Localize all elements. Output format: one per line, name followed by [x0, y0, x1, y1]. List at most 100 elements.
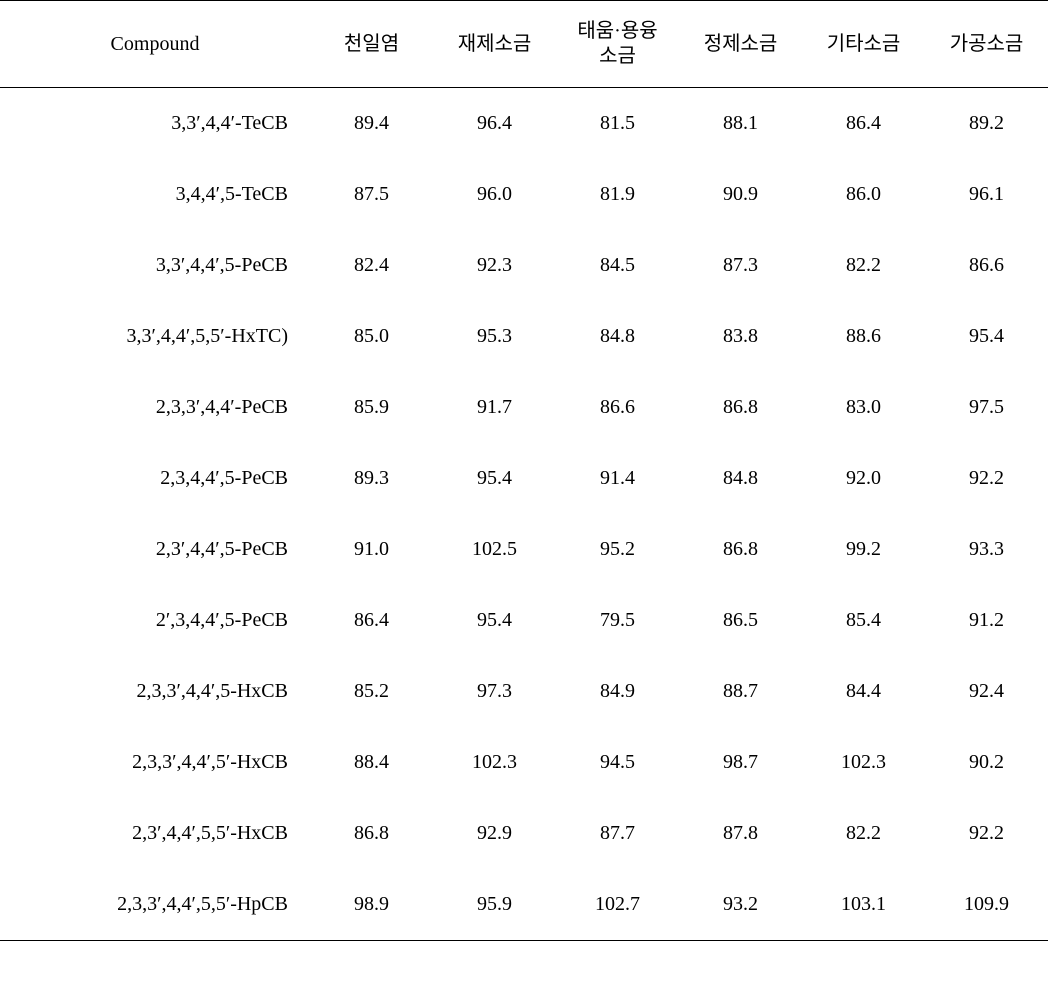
value-cell: 87.3 [679, 230, 802, 301]
value-cell: 86.4 [802, 88, 925, 160]
value-cell: 98.9 [310, 869, 433, 941]
value-cell: 95.2 [556, 514, 679, 585]
value-cell: 89.4 [310, 88, 433, 160]
value-cell: 88.7 [679, 656, 802, 727]
value-cell: 92.4 [925, 656, 1048, 727]
table-row: 2,3′,4,4′,5-PeCB91.0102.595.286.899.293.… [0, 514, 1048, 585]
value-cell: 109.9 [925, 869, 1048, 941]
value-cell: 87.8 [679, 798, 802, 869]
value-cell: 84.5 [556, 230, 679, 301]
compound-cell: 3,3′,4,4′,5,5′-HxTC) [0, 301, 310, 372]
value-cell: 90.9 [679, 159, 802, 230]
value-cell: 84.9 [556, 656, 679, 727]
value-cell: 97.3 [433, 656, 556, 727]
compound-cell: 2,3,3′,4,4′,5,5′-HpCB [0, 869, 310, 941]
compound-cell: 2,3,4,4′,5-PeCB [0, 443, 310, 514]
table-row: 2,3,4,4′,5-PeCB89.395.491.484.892.092.2 [0, 443, 1048, 514]
value-cell: 85.9 [310, 372, 433, 443]
col-header-2: 재제소금 [433, 1, 556, 88]
compound-cell: 2,3′,4,4′,5,5′-HxCB [0, 798, 310, 869]
value-cell: 84.8 [679, 443, 802, 514]
value-cell: 86.6 [556, 372, 679, 443]
value-cell: 95.9 [433, 869, 556, 941]
table-row: 3,3′,4,4′,5,5′-HxTC)85.095.384.883.888.6… [0, 301, 1048, 372]
value-cell: 83.0 [802, 372, 925, 443]
value-cell: 92.2 [925, 798, 1048, 869]
table-row: 3,4,4′,5-TeCB87.596.081.990.986.096.1 [0, 159, 1048, 230]
value-cell: 86.5 [679, 585, 802, 656]
table-row: 2,3,3′,4,4′,5-HxCB85.297.384.988.784.492… [0, 656, 1048, 727]
value-cell: 86.8 [679, 514, 802, 585]
value-cell: 103.1 [802, 869, 925, 941]
table-body: 3,3′,4,4′-TeCB89.496.481.588.186.489.23,… [0, 88, 1048, 941]
value-cell: 94.5 [556, 727, 679, 798]
value-cell: 85.4 [802, 585, 925, 656]
value-cell: 90.2 [925, 727, 1048, 798]
value-cell: 82.4 [310, 230, 433, 301]
table-row: 3,3′,4,4′-TeCB89.496.481.588.186.489.2 [0, 88, 1048, 160]
value-cell: 84.8 [556, 301, 679, 372]
value-cell: 85.2 [310, 656, 433, 727]
value-cell: 99.2 [802, 514, 925, 585]
value-cell: 102.5 [433, 514, 556, 585]
compound-cell: 2,3,3′,4,4′,5′-HxCB [0, 727, 310, 798]
value-cell: 86.0 [802, 159, 925, 230]
col-header-0: Compound [0, 1, 310, 88]
table-row: 2′,3,4,4′,5-PeCB86.495.479.586.585.491.2 [0, 585, 1048, 656]
table-row: 2,3′,4,4′,5,5′-HxCB86.892.987.787.882.29… [0, 798, 1048, 869]
value-cell: 82.2 [802, 230, 925, 301]
value-cell: 81.9 [556, 159, 679, 230]
value-cell: 86.8 [679, 372, 802, 443]
compound-cell: 2,3′,4,4′,5-PeCB [0, 514, 310, 585]
table-header: Compound천일염재제소금태움·용융소금정제소금기타소금가공소금 [0, 1, 1048, 88]
compound-cell: 2,3,3′,4,4′,5-HxCB [0, 656, 310, 727]
col-header-line: 소금 [599, 45, 636, 67]
value-cell: 79.5 [556, 585, 679, 656]
table-row: 2,3,3′,4,4′,5′-HxCB88.4102.394.598.7102.… [0, 727, 1048, 798]
value-cell: 82.2 [802, 798, 925, 869]
col-header-5: 기타소금 [802, 1, 925, 88]
value-cell: 102.7 [556, 869, 679, 941]
col-header-6: 가공소금 [925, 1, 1048, 88]
value-cell: 81.5 [556, 88, 679, 160]
value-cell: 91.0 [310, 514, 433, 585]
value-cell: 89.3 [310, 443, 433, 514]
compound-cell: 3,3′,4,4′,5-PeCB [0, 230, 310, 301]
value-cell: 89.2 [925, 88, 1048, 160]
value-cell: 84.4 [802, 656, 925, 727]
compound-cell: 3,3′,4,4′-TeCB [0, 88, 310, 160]
value-cell: 95.4 [433, 443, 556, 514]
value-cell: 88.1 [679, 88, 802, 160]
value-cell: 95.4 [925, 301, 1048, 372]
value-cell: 95.3 [433, 301, 556, 372]
compound-table: Compound천일염재제소금태움·용융소금정제소금기타소금가공소금 3,3′,… [0, 0, 1048, 941]
value-cell: 92.2 [925, 443, 1048, 514]
value-cell: 92.9 [433, 798, 556, 869]
col-header-3: 태움·용융소금 [556, 1, 679, 88]
value-cell: 86.8 [310, 798, 433, 869]
col-header-1: 천일염 [310, 1, 433, 88]
value-cell: 83.8 [679, 301, 802, 372]
value-cell: 87.7 [556, 798, 679, 869]
value-cell: 86.6 [925, 230, 1048, 301]
table-row: 2,3,3′,4,4′-PeCB85.991.786.686.883.097.5 [0, 372, 1048, 443]
table-row: 2,3,3′,4,4′,5,5′-HpCB98.995.9102.793.210… [0, 869, 1048, 941]
value-cell: 96.1 [925, 159, 1048, 230]
value-cell: 93.3 [925, 514, 1048, 585]
value-cell: 91.2 [925, 585, 1048, 656]
value-cell: 97.5 [925, 372, 1048, 443]
value-cell: 95.4 [433, 585, 556, 656]
value-cell: 102.3 [433, 727, 556, 798]
compound-cell: 2,3,3′,4,4′-PeCB [0, 372, 310, 443]
header-row: Compound천일염재제소금태움·용융소금정제소금기타소금가공소금 [0, 1, 1048, 88]
value-cell: 96.0 [433, 159, 556, 230]
value-cell: 92.0 [802, 443, 925, 514]
value-cell: 91.4 [556, 443, 679, 514]
compound-cell: 3,4,4′,5-TeCB [0, 159, 310, 230]
value-cell: 98.7 [679, 727, 802, 798]
value-cell: 93.2 [679, 869, 802, 941]
compound-cell: 2′,3,4,4′,5-PeCB [0, 585, 310, 656]
data-table-container: Compound천일염재제소금태움·용융소금정제소금기타소금가공소금 3,3′,… [0, 0, 1048, 941]
value-cell: 102.3 [802, 727, 925, 798]
col-header-4: 정제소금 [679, 1, 802, 88]
